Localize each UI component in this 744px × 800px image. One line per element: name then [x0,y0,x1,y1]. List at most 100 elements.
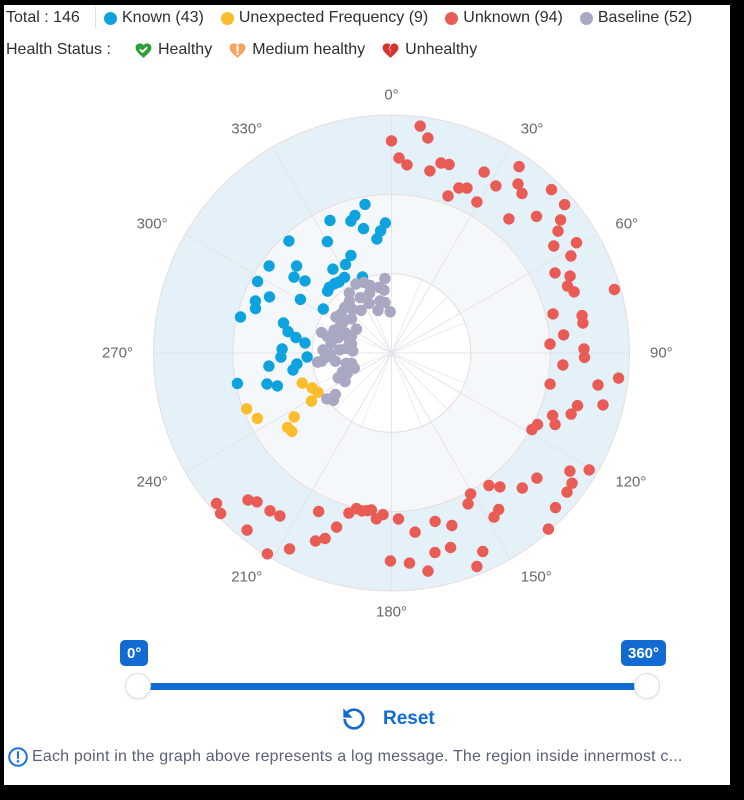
scatter-point [483,479,495,492]
panel: Total : 146 Known (43) Unexpected Freque… [4,5,730,785]
scatter-point [275,351,287,363]
scatter-point [547,308,559,320]
scatter-point [490,180,502,192]
scatter-point [321,285,334,297]
minor-spoke-line [391,276,424,354]
scatter-point [355,304,367,317]
scatter-point [446,519,458,532]
spoke-line [272,352,392,560]
angle-tick-label: 150° [520,568,552,586]
scatter-point [512,178,524,190]
scatter-point [608,283,621,296]
heart-check-icon [135,42,152,58]
range-slider-end-handle[interactable] [633,673,660,699]
health-item-label: Healthy [157,41,213,58]
scatter-point [288,271,300,283]
scatter-point [393,152,405,164]
scatter-point [384,306,396,318]
scatter-point [305,395,318,407]
scatter-point [263,360,275,372]
heart-exclamation-icon [229,42,246,58]
scatter-point [526,423,538,436]
scatter-point [392,513,405,525]
scatter-point [577,317,589,329]
range-slider-start-badge: 0° [120,640,149,666]
spoke-line [391,146,511,354]
minor-spoke-line [391,352,424,430]
scatter-point [319,532,331,545]
scatter-point [564,270,576,282]
series-legend: Known (43) Unexpected Frequency (9) Unkn… [104,3,692,33]
scatter-point [296,377,308,389]
scatter-point [578,343,590,355]
range-slider-track[interactable] [138,682,645,690]
scatter-point [324,348,337,361]
scatter-point [324,214,336,227]
scatter-point [583,464,595,476]
scatter-point [251,496,263,508]
reset-button[interactable]: Reset [338,703,435,735]
scatter-point [409,526,421,538]
spoke-line [391,233,598,354]
scatter-point [325,337,337,350]
scatter-point [471,196,483,208]
angle-tick-label: 0° [384,86,399,103]
scatter-point [561,486,573,498]
scatter-point [339,375,351,388]
scatter-point [544,338,556,350]
scatter-point [422,132,434,144]
scatter-point [327,263,339,275]
legend-item-baseline[interactable]: Baseline (52) [579,9,692,27]
scatter-point [251,275,264,288]
scatter-point [299,275,311,287]
scatter-point [549,267,561,279]
scatter-point [364,279,376,292]
scatter-point [552,225,564,237]
scatter-point [612,372,625,384]
scatter-point [597,399,609,411]
heart-broken-icon [382,42,399,58]
scatter-point [354,291,366,304]
minor-spoke-line [391,352,450,412]
scatter-point [564,465,576,477]
scatter-point [545,183,558,196]
scatter-point [565,250,577,262]
scatter-point [462,498,474,510]
scatter-point [363,297,375,310]
scatter-point [271,380,284,392]
scatter-point [568,286,580,298]
legend-item-known[interactable]: Known (43) [104,9,204,27]
health-item-unhealthy: Unhealthy [381,41,477,60]
scatter-point [488,511,500,523]
scatter-point [516,482,528,494]
scatter-point [286,425,298,438]
range-slider-start-handle[interactable] [125,673,151,699]
scatter-point [478,166,490,178]
scatter-point [531,472,543,484]
scatter-point [251,412,264,425]
scatter-point [422,565,434,577]
scatter-point [513,160,525,173]
scatter-point [346,303,359,316]
scatter-point [578,351,591,364]
scatter-point [378,284,390,296]
legend-item-unexpected-frequency[interactable]: Unexpected Frequency (9) [220,9,429,27]
scatter-point [263,291,276,303]
scatter-point [444,541,457,554]
health-item-label: Unhealthy [405,41,478,58]
scatter-point [345,249,357,262]
spoke-line [391,352,511,560]
scatter-point [317,303,329,315]
health-item-medium-healthy: Medium healthy [228,41,365,60]
minor-spoke-line [391,294,450,354]
legend-item-unknown[interactable]: Unknown (94) [445,9,563,27]
scatter-point [542,523,555,535]
scatter-point [312,505,325,518]
scatter-point [283,543,296,555]
scatter-point [554,214,567,226]
scatter-point [315,355,328,367]
legend-item-label: Unexpected Frequency (9) [238,9,429,26]
scatter-point [290,260,303,272]
scatter-point [321,235,334,248]
